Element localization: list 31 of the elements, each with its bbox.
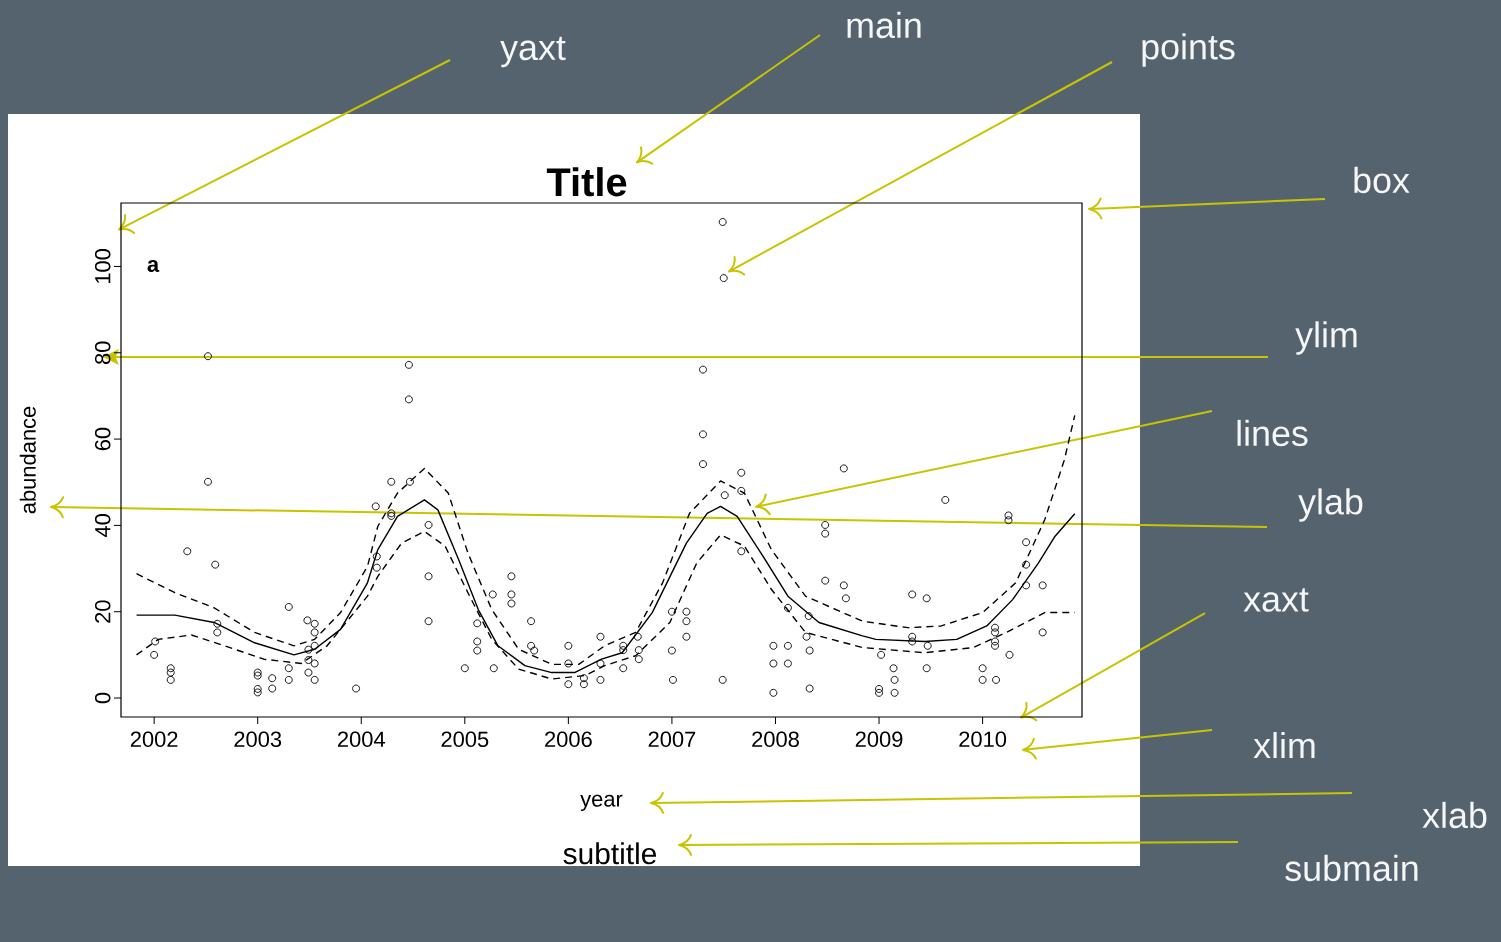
x-tick-label: 2002 bbox=[130, 731, 178, 748]
y-tick-label: 60 bbox=[94, 427, 111, 451]
y-tick-label: 0 bbox=[94, 692, 111, 704]
chart-title: Title bbox=[546, 167, 627, 197]
x-tick-label: 2010 bbox=[959, 731, 1007, 748]
x-tick-label: 2009 bbox=[855, 731, 903, 748]
text: box bbox=[1354, 166, 1410, 194]
x-tick-label: 2005 bbox=[441, 731, 489, 748]
y-tick-label: 80 bbox=[94, 341, 111, 364]
text: main bbox=[847, 11, 921, 39]
text: lines bbox=[1237, 419, 1308, 447]
text: ylim bbox=[1295, 321, 1357, 355]
text: yaxt bbox=[500, 36, 566, 68]
x-tick-label: 2008 bbox=[752, 731, 799, 748]
y-tick-label: 100 bbox=[94, 249, 111, 284]
x-tick-label: 2006 bbox=[545, 731, 592, 748]
text: xlab bbox=[1422, 801, 1487, 829]
text: submain bbox=[1285, 854, 1418, 882]
annotation: a bbox=[147, 260, 160, 273]
x-tick-label: 2004 bbox=[337, 731, 385, 748]
text: subtitle bbox=[563, 842, 657, 865]
text: xlim bbox=[1253, 732, 1315, 758]
y-tick-label: 20 bbox=[94, 600, 111, 623]
y-axis-title: abundance bbox=[19, 406, 36, 514]
x-tick-label: 2007 bbox=[648, 731, 696, 748]
y-tick-label: 40 bbox=[94, 514, 111, 538]
x-tick-label: 2003 bbox=[234, 731, 282, 748]
text: xaxt bbox=[1243, 588, 1309, 612]
text: ylab bbox=[1298, 488, 1363, 522]
x-axis-title: year bbox=[580, 794, 623, 812]
text: points bbox=[1142, 33, 1235, 67]
